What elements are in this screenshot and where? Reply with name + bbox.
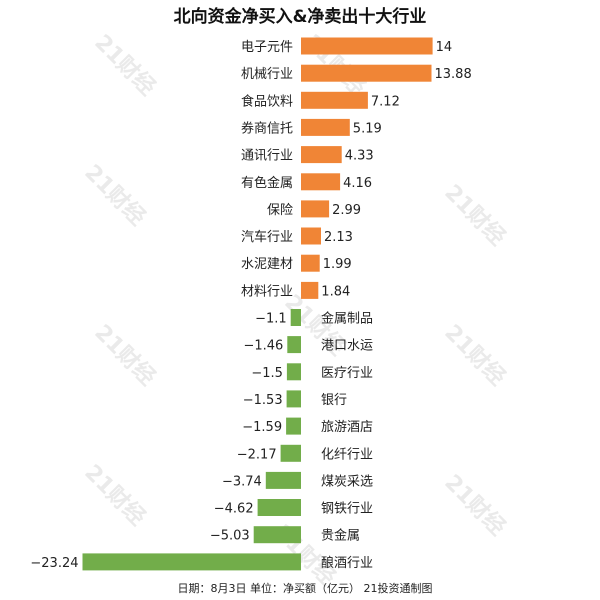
category-label-11: 金属制品: [321, 311, 373, 327]
bar-10: [301, 281, 319, 299]
category-label-1: 电子元件: [241, 40, 293, 55]
category-label-5: 通讯行业: [241, 149, 293, 164]
category-label-15: 旅游酒店: [321, 420, 373, 435]
value-label-1: 14: [436, 40, 453, 55]
value-label-3: 7.12: [371, 94, 400, 109]
bar-3: [301, 91, 368, 109]
bar-14: [286, 390, 301, 408]
category-label-7: 保险: [267, 203, 293, 218]
watermark-text: 21财经: [439, 319, 510, 390]
value-label-17: −3.74: [222, 474, 262, 489]
chart-footer: 日期：8月3日 单位：净买额（亿元） 21投资通制图: [178, 581, 433, 595]
category-label-3: 食品饮料: [241, 93, 293, 109]
category-label-17: 煤炭采选: [321, 474, 373, 489]
value-label-20: −23.24: [30, 556, 78, 571]
category-label-16: 化纤行业: [321, 447, 373, 462]
category-label-19: 贵金属: [321, 528, 360, 544]
value-label-19: −5.03: [210, 529, 250, 544]
category-label-6: 有色金属: [241, 175, 293, 191]
bar-11: [290, 309, 301, 326]
category-label-12: 港口水运: [321, 339, 373, 354]
watermark-text: 21财经: [79, 159, 150, 230]
watermark-text: 21财经: [439, 179, 510, 250]
category-label-2: 机械行业: [241, 67, 293, 82]
value-label-7: 2.99: [332, 203, 361, 218]
value-label-10: 1.84: [321, 284, 350, 299]
value-label-11: −1.1: [255, 312, 287, 327]
value-label-8: 2.13: [324, 230, 353, 245]
bar-15: [286, 417, 301, 435]
bar-13: [286, 363, 301, 381]
bars-group: 电子元件 14 机械行业 13.88 食品饮料 7.12 券商信托 5.19 通讯行业 4.33 有…: [30, 37, 472, 571]
bar-17: [265, 471, 301, 489]
bar-4: [301, 118, 350, 136]
bar-18: [257, 499, 301, 516]
watermark-text: 21财经: [89, 29, 160, 100]
bar-7: [301, 200, 330, 218]
watermark-text: 21财经: [89, 319, 160, 390]
value-label-18: −4.62: [214, 502, 254, 517]
value-label-12: −1.46: [243, 339, 283, 354]
value-label-14: −1.53: [243, 393, 283, 408]
category-label-20: 酿酒行业: [321, 555, 373, 571]
value-label-13: −1.5: [251, 366, 283, 381]
bar-20: [82, 553, 301, 571]
bar-5: [301, 146, 342, 164]
category-label-8: 汽车行业: [241, 229, 293, 245]
bar-2: [301, 64, 432, 82]
value-label-2: 13.88: [435, 67, 472, 82]
bar-6: [301, 173, 341, 191]
category-label-10: 材料行业: [241, 284, 293, 299]
category-label-13: 医疗行业: [321, 366, 373, 381]
value-label-5: 4.33: [345, 149, 374, 164]
bar-19: [253, 526, 301, 544]
watermark-text: 21财经: [79, 459, 150, 530]
bar-1: [301, 37, 433, 55]
value-label-15: −1.59: [242, 420, 282, 435]
bar-8: [301, 227, 321, 245]
category-label-18: 钢铁行业: [321, 502, 373, 517]
category-label-4: 券商信托: [241, 120, 293, 136]
watermark-text: 21财经: [439, 469, 510, 540]
value-label-6: 4.16: [343, 176, 372, 191]
value-label-9: 1.99: [323, 257, 352, 272]
bar-16: [280, 444, 301, 462]
category-label-9: 水泥建材: [241, 257, 293, 272]
value-label-16: −2.17: [237, 447, 277, 462]
bar-12: [287, 336, 301, 354]
bar-9: [301, 254, 320, 272]
category-label-14: 银行: [321, 393, 347, 408]
chart-title: 北向资金净买入&净卖出十大行业: [174, 6, 427, 27]
value-label-4: 5.19: [353, 121, 382, 136]
